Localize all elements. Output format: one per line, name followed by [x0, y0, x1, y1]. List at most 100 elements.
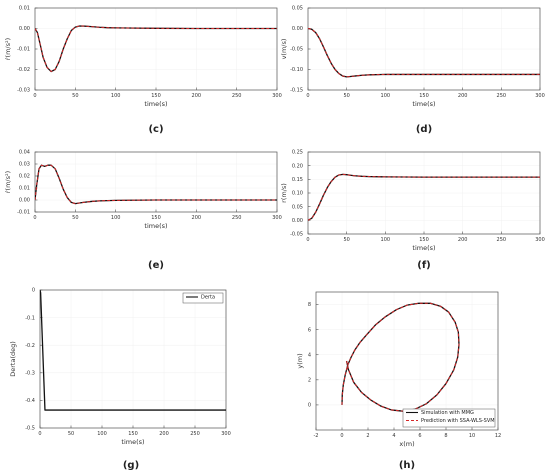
y-tick-label: 4 [308, 352, 311, 358]
x-tick-label: 50 [343, 93, 349, 99]
x-tick-label: 50 [72, 93, 78, 99]
x-tick-label: 0 [33, 215, 36, 221]
y-tick-label: 0.00 [292, 218, 303, 224]
y-axis-title: y(m) [296, 353, 304, 368]
x-tick-label: 4 [392, 433, 395, 439]
y-tick-label: 0.00 [19, 26, 30, 32]
panel-label: (e) [148, 260, 164, 271]
y-tick-label: -0.3 [25, 371, 35, 377]
x-tick-label: 100 [111, 215, 121, 221]
x-tick-label: 50 [72, 215, 78, 221]
chart-g: 0 50 100 150 200 250 300 -0.5 -0.4 -0.3 -0.2 -0.1 0 t… [9, 288, 231, 471]
x-axis-title: x(m) [399, 440, 414, 448]
y-axis-title: Derta(deg) [9, 341, 17, 377]
y-tick-label: 0.04 [19, 150, 30, 156]
y-axis-title: v(m/s) [280, 39, 288, 60]
y-tick-label: -0.02 [17, 67, 30, 73]
prediction-series-line [341, 302, 460, 412]
y-tick-label: -0.2 [25, 343, 35, 349]
y-tick-label: -0.1 [25, 315, 35, 321]
x-tick-label: 150 [419, 93, 429, 99]
x-tick-label: 300 [272, 93, 282, 99]
x-axis-title: time(s) [144, 222, 167, 230]
y-tick-label: 6 [308, 327, 311, 333]
x-tick-label: 300 [535, 93, 545, 99]
y-tick-label: -0.01 [17, 47, 30, 53]
chart-h: -2 0 2 4 6 8 10 12 0 2 4 6 8 x(m) y(m) Simulation with … [296, 291, 501, 471]
x-axis-title: time(s) [144, 100, 167, 108]
y-tick-label: 0.10 [292, 191, 303, 197]
x-tick-label: 0 [306, 93, 309, 99]
y-tick-label: -0.5 [25, 426, 35, 432]
x-tick-label: 200 [192, 215, 202, 221]
panel-label: (d) [416, 124, 432, 135]
x-tick-label: 150 [151, 215, 161, 221]
x-axis-title: time(s) [412, 100, 435, 108]
y-tick-label: 0.05 [292, 204, 303, 210]
y-tick-label: 0.02 [19, 174, 30, 180]
y-tick-label: -0.05 [290, 47, 303, 53]
x-tick-label: 250 [232, 93, 242, 99]
x-tick-label: 6 [418, 433, 421, 439]
y-axis-title: ṙ(m/s²) [4, 171, 12, 193]
y-tick-label: 0.05 [292, 6, 303, 12]
plot-frame [315, 291, 499, 431]
x-tick-label: 200 [458, 93, 468, 99]
y-tick-label: -0.03 [17, 88, 30, 94]
legend-label: Derta [201, 295, 215, 301]
prediction-series-line [35, 164, 277, 205]
y-tick-label: 2 [308, 378, 311, 384]
legend-box [402, 408, 496, 428]
legend-label: Prediction with SSA-WLS-SVM [421, 418, 495, 424]
y-tick-label: -0.01 [17, 210, 30, 216]
x-tick-label: 8 [444, 433, 447, 439]
x-tick-label: 0 [33, 93, 36, 99]
y-tick-label: 8 [308, 302, 311, 308]
x-tick-label: 100 [381, 93, 391, 99]
x-tick-label: 100 [381, 237, 391, 243]
x-tick-label: 250 [190, 431, 200, 437]
x-tick-label: 250 [497, 237, 507, 243]
x-tick-label: 0 [340, 433, 343, 439]
chart-f: 0 50 100 150 200 250 300 -0.05 0.00 0.05 0.10 0.15 0… [280, 150, 545, 271]
y-tick-label: -0.10 [290, 67, 303, 73]
chart-c: 0 50 100 150 200 250 300 -0.03 -0.02 -0.01 0.00 0.0… [4, 6, 282, 135]
x-tick-label: 250 [232, 215, 242, 221]
x-tick-label: 150 [128, 431, 138, 437]
legend-box [182, 292, 224, 304]
x-tick-label: 200 [458, 237, 468, 243]
x-tick-label: 2 [366, 433, 369, 439]
panel-label: (g) [123, 460, 139, 471]
legend-label: Simulation with MMG [421, 410, 474, 416]
y-axis-title: r(m/s) [280, 183, 288, 203]
x-tick-label: 300 [221, 431, 231, 437]
x-tick-label: 100 [97, 431, 107, 437]
x-tick-label: 0 [38, 431, 41, 437]
x-tick-label: 300 [535, 237, 545, 243]
x-tick-label: 300 [272, 215, 282, 221]
y-tick-label: 0 [308, 403, 311, 409]
y-tick-label: 0.01 [19, 6, 30, 12]
x-tick-label: 150 [419, 237, 429, 243]
x-tick-label: 250 [497, 93, 507, 99]
prediction-series-line [308, 173, 540, 221]
y-tick-label: 0.01 [19, 186, 30, 192]
prediction-series-line [35, 25, 277, 73]
panel-label: (h) [399, 460, 415, 471]
simulation-series-line [40, 290, 226, 411]
x-tick-label: 12 [495, 433, 501, 439]
y-tick-label: 0.15 [292, 177, 303, 183]
x-tick-label: 100 [111, 93, 121, 99]
x-axis-title: time(s) [121, 438, 144, 446]
y-tick-label: 0 [32, 288, 35, 294]
y-axis-title: ṙ(m/s²) [4, 38, 12, 60]
panel-label: (c) [148, 124, 163, 135]
x-tick-label: 50 [343, 237, 349, 243]
x-tick-label: 200 [192, 93, 202, 99]
y-tick-label: -0.05 [290, 232, 303, 238]
y-tick-label: 0.00 [292, 26, 303, 32]
x-axis-title: time(s) [412, 244, 435, 252]
y-tick-label: 0.00 [19, 198, 30, 204]
prediction-series-line [308, 28, 540, 78]
